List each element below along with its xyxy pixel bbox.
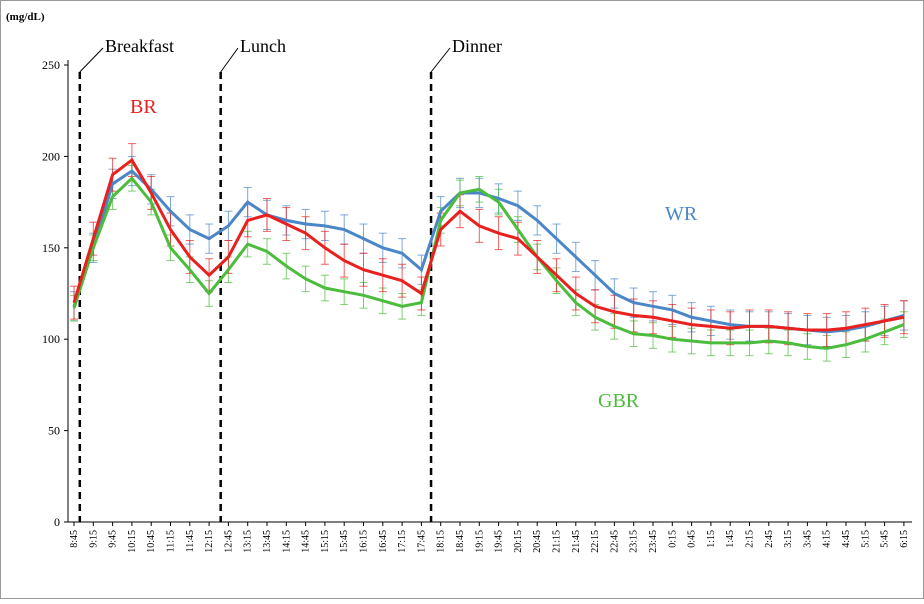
- x-tick-label: 5:45: [880, 530, 891, 548]
- x-tick-label: 21:45: [571, 530, 582, 553]
- x-tick-label: 5:15: [860, 530, 871, 548]
- x-tick-label: 23:45: [648, 530, 659, 553]
- x-tick-label: 4:45: [841, 530, 852, 548]
- y-tick-label: 50: [48, 424, 60, 438]
- x-tick-label: 13:15: [243, 530, 254, 553]
- meal-label: Dinner: [452, 36, 502, 56]
- x-tick-label: 9:45: [108, 530, 119, 548]
- x-tick-label: 1:45: [725, 530, 736, 548]
- x-tick-label: 22:15: [590, 530, 601, 553]
- series-line: [72, 157, 905, 332]
- x-tick-label: 10:15: [127, 530, 138, 553]
- y-unit: (mg/dL): [6, 11, 45, 23]
- x-tick-label: 1:15: [706, 530, 717, 548]
- x-tick-label: 11:45: [185, 530, 196, 552]
- x-tick-label: 17:15: [397, 530, 408, 553]
- x-tick-label: 22:45: [609, 530, 620, 553]
- x-tick-label: 3:15: [783, 530, 794, 548]
- meal-pointer: [220, 47, 239, 73]
- x-tick-label: 0:15: [667, 530, 678, 548]
- x-tick-label: 18:45: [455, 530, 466, 553]
- x-tick-label: 23:15: [629, 530, 640, 553]
- y-tick-label: 0: [54, 515, 60, 529]
- x-tick-label: 12:45: [223, 530, 234, 553]
- x-tick-label: 3:45: [802, 530, 813, 548]
- series-line: [72, 176, 905, 350]
- x-tick-label: 11:15: [166, 530, 177, 552]
- x-tick-label: 20:45: [532, 530, 543, 553]
- x-tick-label: 16:45: [378, 530, 389, 553]
- x-tick-label: 18:15: [436, 530, 447, 553]
- series-label: WR: [665, 203, 698, 225]
- x-tick-label: 4:15: [822, 530, 833, 548]
- x-tick-label: 20:15: [513, 530, 524, 553]
- y-tick-label: 100: [42, 332, 60, 346]
- x-tick-label: 10:45: [146, 530, 157, 553]
- x-tick-label: 12:15: [204, 530, 215, 553]
- x-tick-label: 19:45: [494, 530, 505, 553]
- series-label: BR: [130, 96, 157, 118]
- x-tick-label: 9:15: [88, 530, 99, 548]
- x-tick-label: 19:15: [474, 530, 485, 553]
- series-label: GBR: [598, 390, 640, 412]
- x-tick-label: 2:45: [764, 530, 775, 548]
- x-tick-label: 17:45: [416, 530, 427, 553]
- x-tick-label: 13:45: [262, 530, 273, 553]
- x-tick-label: 16:15: [359, 530, 370, 553]
- x-tick-label: 8:45: [69, 530, 80, 548]
- x-tick-label: 2:15: [745, 530, 756, 548]
- meal-pointer: [430, 47, 451, 73]
- x-tick-label: 14:15: [281, 530, 292, 553]
- y-tick-label: 200: [42, 149, 60, 163]
- x-tick-label: 6:15: [899, 530, 910, 548]
- x-tick-label: 15:45: [339, 530, 350, 553]
- y-tick-label: 150: [42, 241, 60, 255]
- x-tick-label: 15:15: [320, 530, 331, 553]
- meal-pointer: [79, 47, 104, 73]
- x-tick-label: 14:45: [301, 530, 312, 553]
- y-tick-label: 250: [42, 58, 60, 72]
- meal-label: Lunch: [240, 36, 286, 56]
- x-tick-label: 0:45: [687, 530, 698, 548]
- meal-label: Breakfast: [105, 36, 174, 56]
- x-tick-label: 21:15: [552, 530, 563, 553]
